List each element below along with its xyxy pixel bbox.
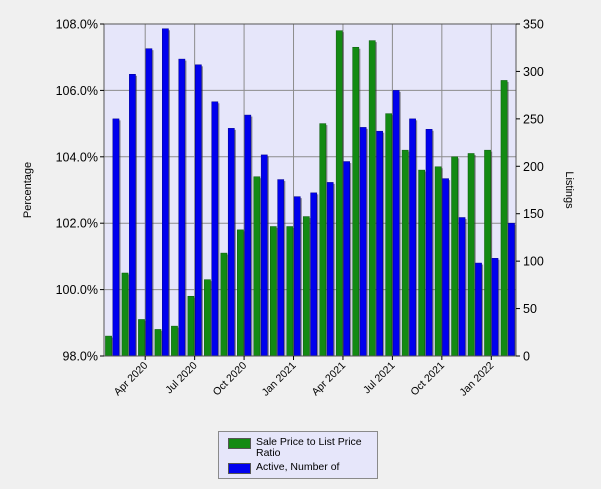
bar-sale-price-ratio: [352, 46, 360, 357]
bar-sale-price-ratio: [451, 156, 458, 357]
bar-sale-price-ratio: [204, 279, 211, 357]
bar-active-listings: [211, 101, 219, 357]
bar-sale-price-ratio: [500, 80, 508, 357]
legend: Sale Price to List Price Ratio Active, N…: [218, 431, 378, 479]
bar-sale-price-ratio: [484, 149, 491, 357]
legend-label: Active, Number of: [256, 461, 340, 473]
y-right-tick-label: 200: [523, 160, 544, 174]
y-right-tick-label: 250: [523, 112, 544, 126]
bar-active-listings: [145, 48, 153, 357]
plot-frame: [103, 23, 517, 357]
y-right-tick-label: 350: [523, 18, 544, 32]
bar-sale-price-ratio: [319, 123, 327, 357]
bar-active-listings: [475, 262, 482, 357]
bar-sale-price-ratio: [368, 40, 376, 357]
bar-active-listings: [277, 179, 285, 357]
bar-active-listings: [162, 28, 169, 357]
bar-sale-price-ratio: [269, 226, 277, 357]
y-right-tick-label: 100: [523, 255, 544, 269]
x-tick-label: Jan 2022: [457, 360, 496, 399]
legend-label: Sale Price to List Price Ratio: [256, 436, 362, 459]
y-left-tick-label: 106.0%: [56, 84, 98, 98]
bar-sale-price-ratio: [187, 295, 195, 357]
x-tick-label: Jul 2021: [361, 360, 398, 397]
y-left-tick-label: 104.0%: [56, 150, 98, 164]
y-right-tick-label: 300: [523, 65, 544, 79]
bar-sale-price-ratio: [138, 319, 145, 357]
y-right-tick-label: 50: [523, 302, 537, 316]
legend-swatch-blue: [228, 463, 251, 474]
bar-active-listings: [194, 64, 202, 357]
bar-active-listings: [508, 222, 515, 357]
x-tick-label: Apr 2020: [112, 360, 151, 399]
y-axis-left-label: Percentage: [22, 162, 34, 218]
bar-sale-price-ratio: [385, 113, 393, 357]
bar-active-listings: [409, 118, 416, 357]
x-tick-label: Oct 2020: [211, 360, 250, 399]
y-left-tick-label: 108.0%: [56, 18, 98, 32]
bar-active-listings: [442, 178, 449, 357]
y-left-tick-label: 98.0%: [63, 350, 98, 364]
bar-active-listings: [129, 74, 136, 357]
legend-item-sale-price-ratio: Sale Price to List Price Ratio: [228, 437, 374, 459]
legend-swatch-green: [228, 438, 251, 449]
y-right-tick-label: 0: [523, 350, 530, 364]
bar-sale-price-ratio: [154, 329, 162, 357]
x-tick-label: Apr 2021: [309, 360, 348, 399]
bar-active-listings: [310, 192, 318, 357]
bar-active-listings: [112, 118, 120, 357]
bar-active-listings: [343, 161, 351, 357]
x-tick-label: Jan 2021: [260, 360, 299, 399]
y-left-tick-label: 100.0%: [56, 283, 98, 297]
bar-active-listings: [293, 196, 301, 357]
y-left-tick-label: 102.0%: [56, 217, 98, 231]
bar-sale-price-ratio: [286, 226, 294, 357]
bar-sale-price-ratio: [121, 272, 129, 357]
y-right-tick-label: 150: [523, 207, 544, 221]
bar-sale-price-ratio: [220, 252, 228, 357]
bar-sale-price-ratio: [467, 153, 475, 357]
bar-sale-price-ratio: [434, 166, 442, 357]
bar-active-listings: [392, 90, 400, 357]
bar-active-listings: [425, 129, 433, 357]
bar-sale-price-ratio: [253, 176, 261, 357]
bar-active-listings: [458, 217, 466, 357]
bar-active-listings: [244, 114, 252, 357]
y-axis-right-label: Listings: [563, 171, 575, 209]
bar-sale-price-ratio: [401, 149, 409, 357]
bar-active-listings: [376, 130, 383, 357]
bar-sale-price-ratio: [418, 169, 426, 357]
bar-active-listings: [491, 258, 499, 357]
legend-item-active-listings: Active, Number of: [228, 462, 374, 474]
bar-active-listings: [178, 58, 186, 357]
bar-sale-price-ratio: [105, 335, 112, 357]
bar-sale-price-ratio: [237, 229, 244, 357]
x-tick-label: Oct 2021: [408, 360, 447, 399]
bar-active-listings: [227, 128, 235, 357]
bar-active-listings: [326, 182, 334, 357]
bar-sale-price-ratio: [302, 216, 310, 357]
bar-sale-price-ratio: [171, 325, 178, 357]
bar-active-listings: [260, 154, 268, 357]
bar-sale-price-ratio: [335, 30, 343, 357]
bar-active-listings: [359, 127, 367, 357]
x-tick-label: Jul 2020: [163, 360, 200, 397]
